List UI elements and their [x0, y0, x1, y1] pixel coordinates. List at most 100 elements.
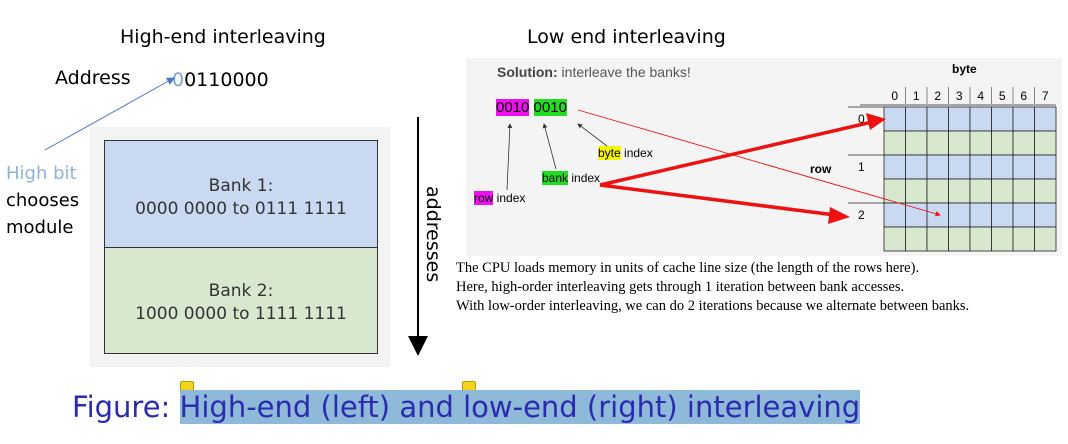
row-index-label: row index — [474, 191, 526, 205]
bank-bit: 0010 — [533, 99, 567, 116]
explanation-text: The CPU loads memory in units of cache l… — [456, 259, 969, 316]
address-value: 00110000 — [172, 69, 269, 91]
grid-cell — [926, 226, 949, 252]
addresses-label: addresses — [422, 186, 444, 283]
bank-1-range: 0000 0000 to 0111 1111 — [135, 199, 347, 219]
bank-2-title: Bank 2: — [208, 281, 274, 301]
explanation-line-1: The CPU loads memory in units of cache l… — [456, 260, 920, 276]
row-index-hl: row — [474, 191, 494, 205]
red-arrowhead-row0 — [866, 113, 886, 130]
grid-cell — [991, 106, 1014, 132]
grid-cell — [969, 202, 992, 228]
grid-cell — [883, 202, 906, 228]
high-bit-note: High bit chooses module — [6, 160, 79, 241]
grid-cell — [883, 226, 906, 252]
grid-cell — [991, 202, 1014, 228]
grid-cell — [948, 178, 971, 204]
module-label: module — [6, 217, 74, 238]
byte-index-hl: byte — [598, 146, 621, 160]
grid-cell — [883, 130, 906, 156]
high-end-title: High-end interleaving — [120, 26, 326, 48]
grid-cell — [969, 226, 992, 252]
grid-cell — [1034, 178, 1057, 204]
bank-2-range: 1000 0000 to 1111 1111 — [135, 304, 347, 324]
grid-cell — [991, 154, 1014, 180]
solution-rest: interleave the banks! — [557, 64, 691, 80]
grid-cell — [905, 154, 928, 180]
grid-cell — [1034, 106, 1057, 132]
grid-cell — [991, 226, 1014, 252]
grid-cell — [926, 130, 949, 156]
bank-index-pointer — [542, 123, 557, 170]
chooses-label: chooses — [6, 190, 80, 211]
grid-cell — [969, 106, 992, 132]
grid-cell — [948, 154, 971, 180]
grid-cell — [1012, 130, 1035, 156]
grid-cell — [1034, 226, 1057, 252]
solution-bold: Solution: — [497, 64, 558, 80]
col-label: 7 — [1042, 89, 1049, 103]
grid-cell — [969, 178, 992, 204]
grid-cell — [883, 154, 906, 180]
grid-cell — [926, 154, 949, 180]
byte-header: byte — [952, 62, 977, 76]
grid-cell — [948, 202, 971, 228]
bank-index-hl: bank — [542, 171, 569, 185]
grid-cell — [1034, 154, 1057, 180]
grid-cell — [948, 130, 971, 156]
caption-text: High-end (left) and low-end (right) inte… — [179, 390, 861, 424]
address-bits: 0010 0010 — [496, 99, 567, 116]
grid-cell — [905, 226, 928, 252]
caption-prefix: Figure: — [72, 390, 180, 424]
banks-card: Bank 1: 0000 0000 to 0111 1111 Bank 2: 1… — [90, 127, 390, 367]
bank-1: Bank 1: 0000 0000 to 0111 1111 — [104, 140, 378, 248]
grid-cell — [905, 202, 928, 228]
red-arrow-row2 — [599, 183, 836, 217]
row-header: row — [810, 162, 832, 176]
high-bit-label: High bit — [6, 163, 77, 184]
explanation-line-2: Here, high-order interleaving gets throu… — [456, 279, 905, 295]
grid-cell — [1034, 130, 1057, 156]
byte-grid — [860, 104, 1057, 252]
grid-cell — [926, 106, 949, 132]
grid-cell — [1012, 178, 1035, 204]
bank-index-label: bank index — [542, 171, 601, 185]
grid-cell — [948, 226, 971, 252]
grid-cell — [948, 106, 971, 132]
address-high-bit: 0 — [172, 69, 185, 91]
byte-index-pointer — [577, 123, 608, 147]
row-bits: 0010 — [496, 99, 530, 116]
grid-cell — [991, 178, 1014, 204]
col-label: 0 — [891, 89, 898, 103]
grid-cell — [883, 106, 906, 132]
grid-cell — [1012, 226, 1035, 252]
bank-1-title: Bank 1: — [208, 176, 274, 196]
low-end-title: Low end interleaving — [527, 26, 726, 48]
grid-cell — [905, 130, 928, 156]
thin-red-arrow — [577, 109, 941, 217]
figure-caption: Figure: High-end (left) and low-end (rig… — [72, 390, 861, 424]
grid-cell — [1012, 202, 1035, 228]
col-label: 2 — [934, 89, 941, 103]
grid-cell — [1012, 154, 1035, 180]
grid-cell — [905, 178, 928, 204]
grid-cell — [1012, 106, 1035, 132]
row-label: 0 — [858, 112, 865, 126]
bank-2: Bank 2: 1000 0000 to 1111 1111 — [104, 248, 378, 354]
grid-cell — [926, 202, 949, 228]
address-rest: 0110000 — [184, 69, 269, 91]
grid-cell — [969, 130, 992, 156]
grid-cell — [926, 178, 949, 204]
high-bit-arrow — [44, 77, 175, 151]
row-label: 1 — [858, 160, 865, 174]
col-label: 5 — [999, 89, 1006, 103]
grid-cell — [991, 130, 1014, 156]
col-label: 4 — [977, 89, 984, 103]
grid-cell — [1034, 202, 1057, 228]
row-label: 2 — [858, 208, 865, 222]
byte-index-label: byte index — [598, 146, 653, 160]
grid-cell — [905, 106, 928, 132]
solution-text: Solution: interleave the banks! — [497, 64, 691, 80]
